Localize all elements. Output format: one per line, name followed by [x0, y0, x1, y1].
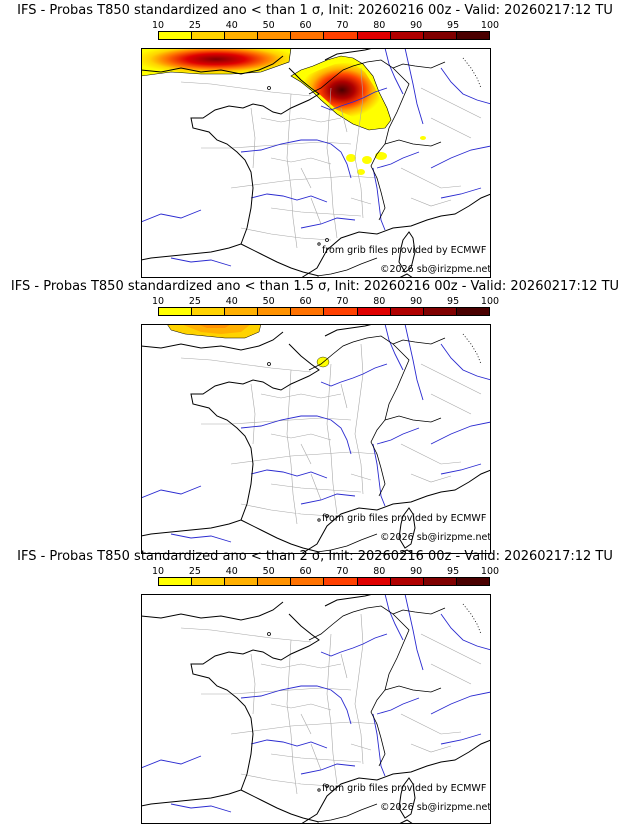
colorbar-tick: 40	[225, 566, 238, 577]
panel-1-sigma: IFS - Probas T850 standardized ano < tha…	[0, 0, 630, 278]
colorbar-swatch	[258, 308, 292, 315]
colorbar-swatch	[357, 578, 391, 585]
colorbar-tick: 95	[447, 566, 460, 577]
colorbar-swatch	[225, 578, 259, 585]
source-credit: from grib files provided by ECMWF	[322, 245, 487, 256]
colorbar-tick: 100	[480, 20, 500, 31]
map-frame	[141, 594, 491, 824]
colorbar-tick: 80	[373, 20, 386, 31]
colorbar-tick: 60	[299, 20, 312, 31]
colorbar-ticks: 10 25 40 50 60 70 80 90 95 100	[152, 296, 499, 307]
colorbar-tick: 50	[262, 296, 275, 307]
colorbar-swatch	[225, 32, 259, 39]
colorbar-tick: 90	[410, 566, 423, 577]
colorbar-ticks: 10 25 40 50 60 70 80 90 95 100	[152, 566, 499, 577]
probability-area	[346, 154, 356, 162]
colorbar-swatch	[291, 578, 325, 585]
colorbar-ticks: 10 25 40 50 60 70 80 90 95 100	[152, 20, 499, 31]
colorbar-tick: 10	[151, 20, 165, 31]
colorbar-swatch	[390, 32, 424, 39]
france-map	[141, 48, 491, 278]
colorbar-swatch	[159, 32, 193, 39]
colorbar-swatch	[357, 32, 391, 39]
colorbar: 10 25 40 50 60 70 80 90 95 100	[152, 296, 499, 318]
france-map	[141, 594, 491, 824]
colorbar-tick: 40	[225, 296, 238, 307]
colorbar-swatch	[258, 32, 292, 39]
colorbar-tick: 100	[480, 566, 500, 577]
map-frame	[141, 324, 491, 554]
probability-area	[375, 152, 387, 160]
panel-title: IFS - Probas T850 standardized ano < tha…	[17, 549, 613, 564]
panel-2-sigma: IFS - Probas T850 standardized ano < tha…	[0, 546, 630, 824]
colorbar-tick: 70	[336, 566, 349, 577]
colorbar-tick: 40	[225, 20, 238, 31]
colorbar-tick: 60	[299, 566, 312, 577]
colorbar-swatch	[456, 308, 489, 315]
colorbar-swatch	[291, 32, 325, 39]
colorbar-swatches	[158, 577, 490, 586]
colorbar-swatches	[158, 307, 490, 316]
panel-1-5-sigma: IFS - Probas T850 standardized ano < tha…	[0, 276, 630, 554]
colorbar-tick: 50	[262, 20, 275, 31]
colorbar-tick: 70	[336, 296, 349, 307]
colorbar-swatch	[423, 578, 457, 585]
panel-title: IFS - Probas T850 standardized ano < tha…	[10, 279, 620, 294]
colorbar-tick: 25	[188, 20, 201, 31]
map-border	[141, 324, 491, 554]
probability-area	[181, 324, 251, 334]
colorbar-swatch	[423, 308, 457, 315]
colorbar-tick: 60	[299, 296, 312, 307]
colorbar-swatch	[192, 32, 226, 39]
copyright: ©2026 sb@irizpme.net	[380, 532, 492, 543]
colorbar-tick: 70	[336, 20, 349, 31]
probability-area	[362, 156, 372, 164]
colorbar-swatch	[456, 32, 489, 39]
map-frame	[141, 48, 491, 278]
france-map	[141, 324, 491, 554]
colorbar-swatch	[357, 308, 391, 315]
colorbar-tick: 90	[410, 296, 423, 307]
colorbar-swatch	[324, 32, 358, 39]
colorbar-swatch	[390, 308, 424, 315]
colorbar-tick: 10	[151, 566, 165, 577]
colorbar-swatch	[159, 578, 193, 585]
colorbar-swatch	[291, 308, 325, 315]
map-border	[141, 48, 491, 278]
colorbar-swatch	[225, 308, 259, 315]
source-credit: from grib files provided by ECMWF	[322, 513, 487, 524]
panel-title: IFS - Probas T850 standardized ano < tha…	[17, 3, 613, 18]
colorbar-tick: 50	[262, 566, 275, 577]
probability-area	[420, 136, 426, 140]
colorbar-swatch	[324, 308, 358, 315]
colorbar-swatch	[423, 32, 457, 39]
colorbar-tick: 95	[447, 296, 460, 307]
colorbar-swatch	[159, 308, 193, 315]
colorbar-swatch	[258, 578, 292, 585]
probability-area	[357, 169, 365, 175]
colorbar-swatch	[390, 578, 424, 585]
copyright: ©2026 sb@irizpme.net	[380, 264, 492, 275]
colorbar-swatch	[324, 578, 358, 585]
colorbar-tick: 10	[151, 296, 165, 307]
colorbar-tick: 80	[373, 566, 386, 577]
colorbar-swatch	[192, 308, 226, 315]
colorbar-tick: 80	[373, 296, 386, 307]
copyright: ©2026 sb@irizpme.net	[380, 802, 492, 813]
colorbar-swatch	[192, 578, 226, 585]
colorbar-tick: 95	[447, 20, 460, 31]
colorbar: 10 25 40 50 60 70 80 90 95 100	[152, 20, 499, 42]
colorbar-swatch	[456, 578, 489, 585]
colorbar-tick: 90	[410, 20, 423, 31]
colorbar: 10 25 40 50 60 70 80 90 95 100	[152, 566, 499, 588]
colorbar-swatches	[158, 31, 490, 40]
colorbar-tick: 25	[188, 566, 201, 577]
colorbar-tick: 25	[188, 296, 201, 307]
source-credit: from grib files provided by ECMWF	[322, 783, 487, 794]
colorbar-tick: 100	[480, 296, 500, 307]
map-border	[141, 594, 491, 824]
